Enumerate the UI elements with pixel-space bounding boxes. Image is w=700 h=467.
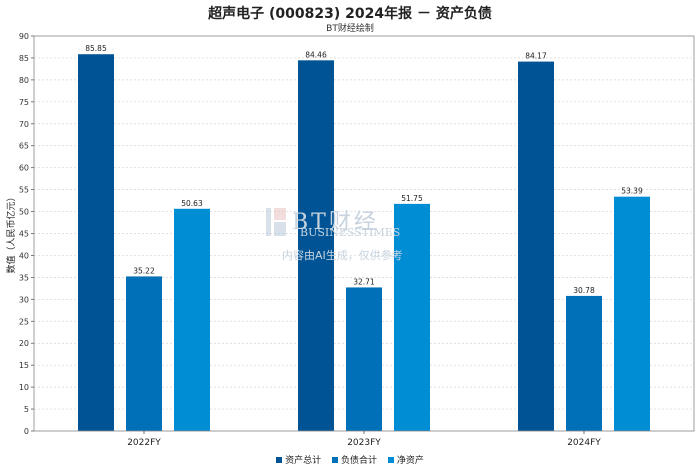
y-tick-label: 10 <box>19 383 29 392</box>
data-label: 35.22 <box>133 266 155 275</box>
data-label: 32.71 <box>353 277 375 286</box>
bar <box>394 203 430 431</box>
data-label: 85.85 <box>85 44 107 53</box>
bar <box>174 208 210 431</box>
chart-title: 超声电子 (000823) 2024年报 － 资产负债 <box>208 6 492 22</box>
data-label: 84.17 <box>525 52 547 61</box>
legend-label-liabilities: 负债合计 <box>340 456 377 466</box>
watermark-logo-block-2 <box>274 208 286 220</box>
watermark-logo-block-3 <box>274 222 286 236</box>
legend-swatch-assets <box>276 457 283 463</box>
y-tick-labels: 0 5 10 15 20 25 30 35 40 45 50 55 60 65 70 75 80 85 90 <box>19 32 29 436</box>
data-label: 84.46 <box>305 50 327 59</box>
bar <box>298 60 334 431</box>
x-category-label: 2023FY <box>347 438 381 448</box>
watermark-logo-text: BT财经 <box>292 210 379 235</box>
y-tick-label: 60 <box>19 164 29 173</box>
data-label: 30.78 <box>573 286 595 295</box>
y-tick-label: 35 <box>19 273 29 282</box>
x-category-labels: 2022FY 2023FY 2024FY <box>127 438 601 448</box>
y-axis-label: 数值（人民币亿元） <box>5 192 17 273</box>
bar <box>518 61 554 432</box>
legend-item-liabilities: 负债合计 <box>331 453 377 466</box>
bar <box>126 276 162 431</box>
watermark <box>266 208 286 236</box>
y-tick-label: 75 <box>19 98 29 107</box>
y-tick-label: 80 <box>19 76 29 85</box>
bar <box>566 295 602 431</box>
bars <box>78 54 650 432</box>
y-tick-label: 85 <box>19 54 29 63</box>
data-label: 51.75 <box>401 194 423 203</box>
bar <box>346 287 382 431</box>
y-tick-label: 50 <box>19 208 29 217</box>
data-labels: 85.85 35.22 50.63 84.46 32.71 51.75 84.17 30.78… <box>85 44 643 295</box>
watermark-logo-block-1 <box>266 208 271 236</box>
y-tick-label: 20 <box>19 339 29 348</box>
legend-label-net-assets: 净资产 <box>396 456 424 466</box>
legend-swatch-liabilities <box>331 457 338 463</box>
y-tick-label: 90 <box>19 32 29 41</box>
y-tick-label: 30 <box>19 295 29 304</box>
legend: 资产总计 负债合计 净资产 <box>0 453 700 466</box>
chart-subtitle: BT财经绘制 <box>326 24 374 34</box>
y-tick-label: 70 <box>19 120 29 129</box>
bar <box>78 54 114 431</box>
data-label: 50.63 <box>181 199 203 208</box>
watermark-brand: BUSINESSTIMES <box>300 226 401 239</box>
y-tick-label: 55 <box>19 186 29 195</box>
watermark-note: 内容由AI生成，仅供参考 <box>282 249 403 262</box>
x-category-label: 2022FY <box>127 438 161 448</box>
legend-item-net-assets: 净资产 <box>387 453 424 466</box>
legend-swatch-net-assets <box>387 457 394 463</box>
y-tick-label: 0 <box>24 427 29 436</box>
bar <box>614 196 650 431</box>
y-tick-label: 25 <box>19 317 29 326</box>
legend-item-assets: 资产总计 <box>276 453 321 466</box>
data-label: 53.39 <box>621 187 643 196</box>
x-category-label: 2024FY <box>567 438 601 448</box>
y-tick-label: 40 <box>19 251 29 260</box>
legend-label-assets: 资产总计 <box>285 456 322 466</box>
y-tick-label: 5 <box>24 405 29 414</box>
axes <box>31 35 695 434</box>
y-tick-label: 45 <box>19 230 29 239</box>
y-tick-label: 15 <box>19 361 29 370</box>
y-tick-label: 65 <box>19 142 29 151</box>
